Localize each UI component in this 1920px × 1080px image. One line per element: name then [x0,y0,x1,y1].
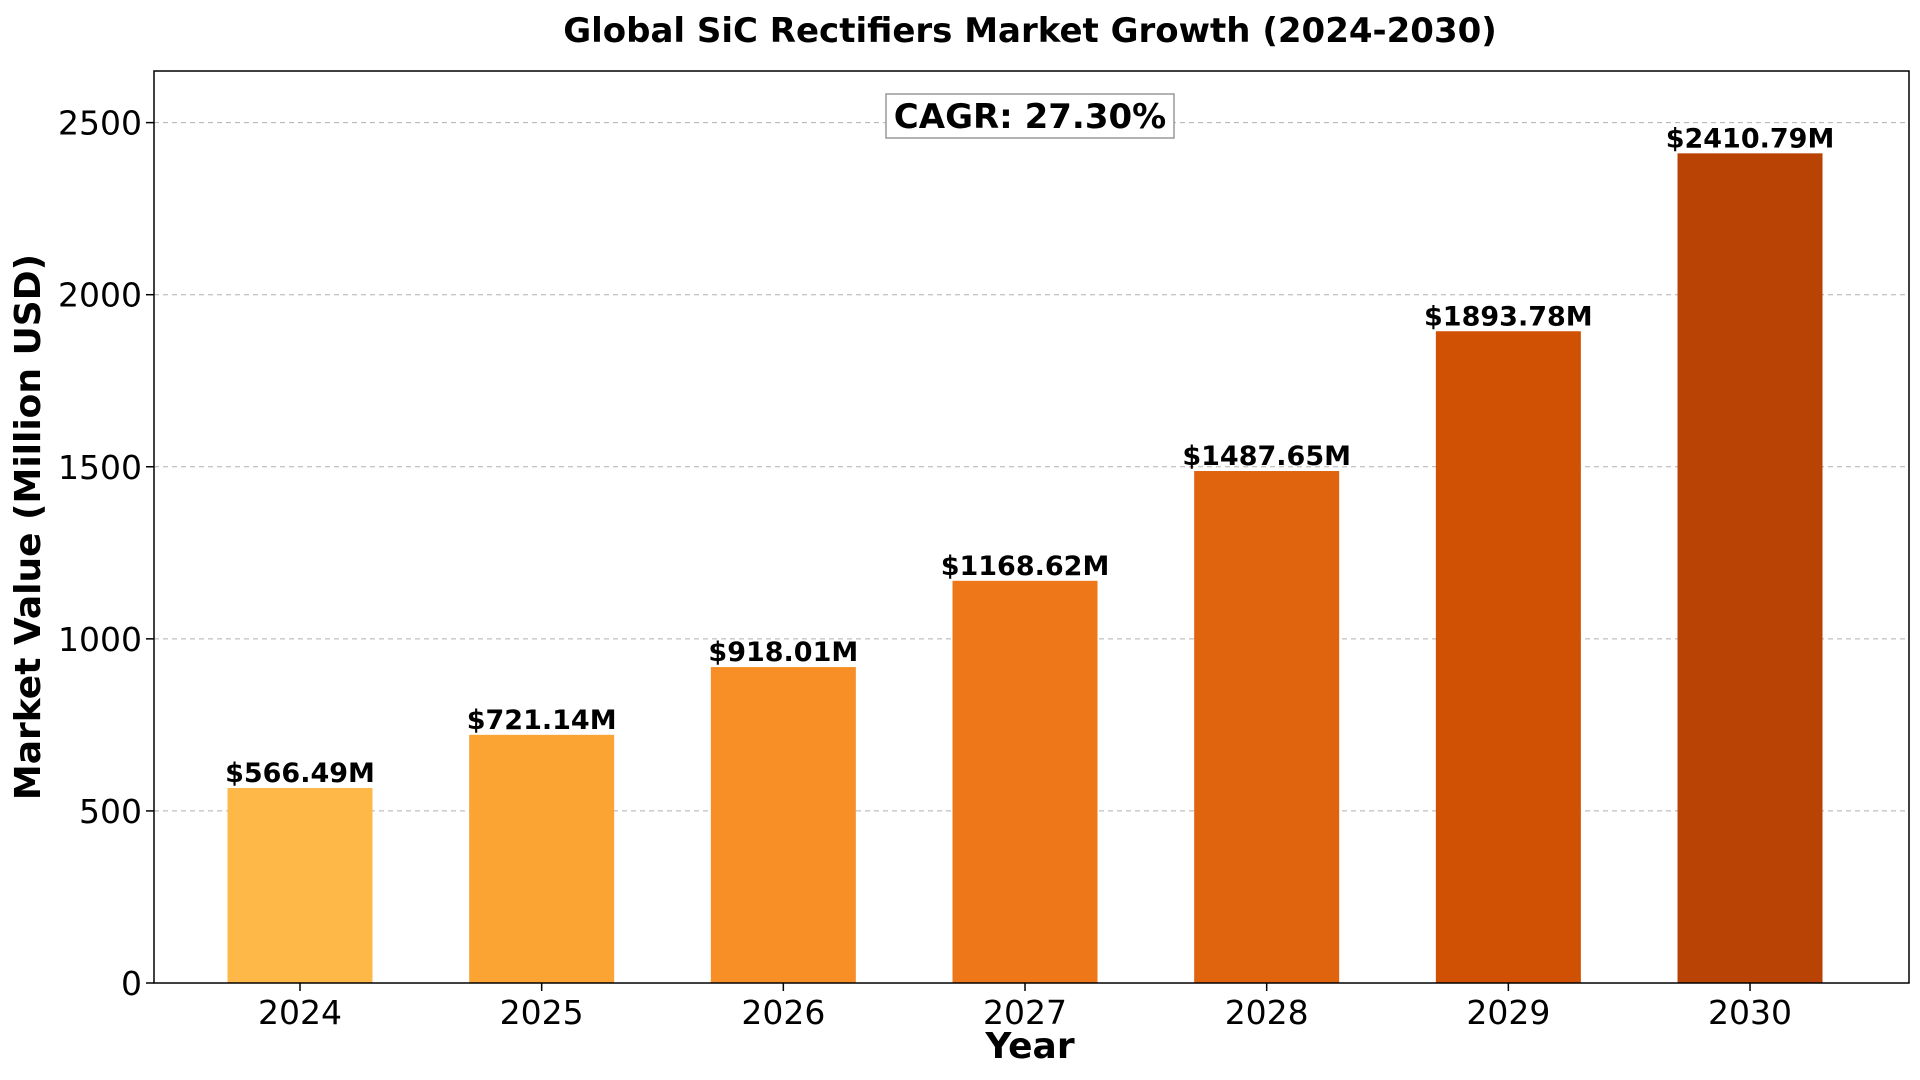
bar-2026 [710,667,856,983]
data-label-2024: $566.49M [225,758,375,789]
bar-2030 [1677,153,1823,983]
y-axis-ticks: 0 500 1000 1500 2000 2500 [58,104,154,1003]
x-axis-ticks: 2024 2025 2026 2027 2028 2029 2030 [258,983,1792,1032]
cagr-annotation-text: CAGR: 27.30% [894,97,1166,137]
y-tick-label: 500 [79,792,142,831]
data-label-layer: $566.49M $721.14M $918.01M $1168.62M $1487.6… [225,123,1834,789]
y-tick-label: 0 [121,964,142,1003]
bar-2024 [227,788,373,983]
data-label-2027: $1168.62M [941,551,1110,582]
y-tick-label: 2000 [58,276,142,315]
bar-2025 [469,734,615,983]
x-tick-label-2027: 2027 [983,993,1067,1032]
y-tick-label: 1500 [58,448,142,487]
bar-layer [227,153,1823,984]
x-tick-label-2029: 2029 [1466,993,1550,1032]
y-tick-label: 2500 [58,104,142,143]
x-tick-label-2028: 2028 [1225,993,1309,1032]
bar-2029 [1435,331,1581,984]
plot-area-frame [153,70,1910,984]
data-label-2025: $721.14M [467,705,617,736]
x-tick-label-2026: 2026 [741,993,825,1032]
cagr-annotation-box [885,93,1175,139]
x-tick-label-2025: 2025 [500,993,584,1032]
bar-2028 [1194,471,1340,983]
cagr-annotation: CAGR: 27.30% [885,93,1175,139]
data-label-2028: $1487.65M [1182,441,1351,472]
data-label-2029: $1893.78M [1424,301,1593,332]
y-tick-label: 1000 [58,620,142,659]
x-tick-label-2024: 2024 [258,993,342,1032]
chart-title: Global SiC Rectifiers Market Growth (202… [563,11,1497,51]
data-label-2030: $2410.79M [1666,123,1835,154]
y-axis-label: Market Value (Million USD) [8,254,49,800]
data-label-2026: $918.01M [708,637,858,668]
x-tick-label-2030: 2030 [1708,993,1792,1032]
x-axis-label: Year [984,1026,1074,1067]
bar-2027 [952,580,1098,983]
